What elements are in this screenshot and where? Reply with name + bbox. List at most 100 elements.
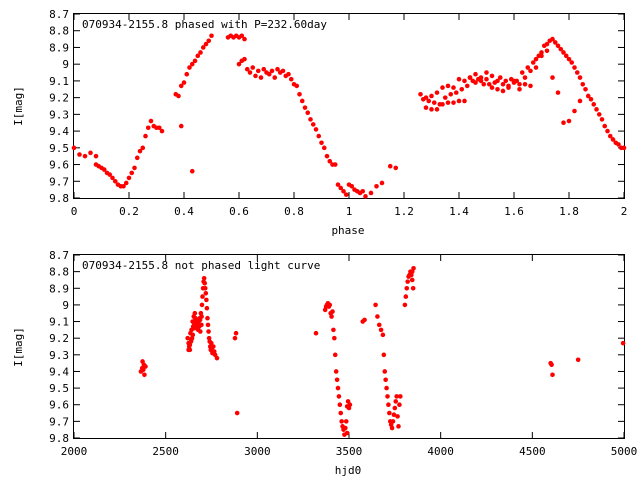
unphased-data-point	[380, 332, 386, 338]
unphased-data-point	[332, 335, 337, 341]
unphased-data-point	[313, 330, 319, 336]
unphased-data-point	[343, 419, 349, 424]
unphased-data-point	[394, 394, 399, 399]
phased-data-point	[456, 98, 462, 104]
unphased-data-point	[192, 310, 198, 316]
phased-data-point	[379, 180, 385, 186]
unphased-data-point	[550, 372, 555, 378]
phased-data-point	[156, 125, 162, 131]
phased-y-tick-label: 9.6	[49, 159, 69, 172]
phased-data-point	[423, 105, 429, 110]
phased-data-point	[530, 60, 536, 65]
phased-data-point	[244, 66, 250, 72]
phased-data-point	[517, 81, 522, 87]
phased-data-point	[134, 155, 140, 161]
phased-data-point	[467, 75, 473, 80]
phased-data-point	[431, 100, 437, 105]
phased-data-point	[302, 105, 308, 110]
unphased-data-point	[402, 302, 408, 308]
phased-data-point	[478, 78, 484, 84]
phased-data-point	[288, 76, 294, 82]
unphased-x-tick-label: 4500	[519, 445, 546, 458]
phased-data-point	[440, 85, 445, 90]
phased-y-tick-label: 9.4	[49, 125, 69, 138]
unphased-data-point	[383, 377, 388, 383]
unphased-data-point	[362, 317, 367, 323]
unphased-data-point	[211, 344, 216, 349]
unphased-data-point	[185, 335, 190, 341]
phased-y-tick-label: 8.7	[49, 8, 69, 21]
phased-data-point	[297, 91, 302, 97]
unphased-data-point	[386, 402, 391, 408]
unphased-data-point	[327, 302, 333, 308]
phased-data-point	[563, 53, 569, 59]
phased-data-point	[374, 183, 379, 189]
phased-data-point	[429, 107, 434, 112]
phased-data-point	[539, 53, 544, 59]
phased-data-point	[486, 81, 492, 87]
phased-data-point	[272, 75, 278, 80]
unphased-light-curve-panel: 2000 2500 3000 3500 4000 4500 5000 8.7 8.8 8.9 9 9.…	[12, 249, 637, 477]
phased-data-point	[181, 80, 187, 85]
phased-data-point	[522, 81, 528, 87]
unphased-x-tick-label: 4000	[427, 445, 454, 458]
phased-data-point	[585, 93, 591, 99]
unphased-data-point	[398, 394, 403, 399]
phased-data-point	[299, 98, 305, 104]
unphased-y-tick-label: 9.2	[49, 332, 69, 345]
phased-data-point	[434, 107, 440, 112]
phased-data-point	[187, 65, 192, 70]
phased-data-point	[594, 107, 599, 112]
phased-data-point	[577, 75, 583, 80]
phased-data-point	[462, 78, 467, 84]
phased-y-tick-label: 9.1	[49, 75, 69, 88]
unphased-y-tick-label: 9.6	[49, 399, 69, 412]
unphased-data-point	[209, 340, 214, 346]
phased-data-point	[506, 83, 511, 89]
phased-x-tick-label: 0.2	[119, 205, 139, 218]
phased-data-point	[528, 68, 533, 74]
phased-data-point	[132, 165, 137, 171]
phased-data-point	[451, 85, 456, 90]
unphased-data-point	[405, 279, 410, 284]
phased-y-tick-label: 9.2	[49, 92, 69, 105]
phased-data-point	[77, 152, 82, 157]
phased-data-point	[511, 78, 517, 84]
phased-y-tick-label: 9.8	[49, 192, 69, 205]
phased-data-point	[434, 90, 440, 95]
phased-data-point	[269, 68, 275, 74]
phased-data-point	[261, 66, 267, 72]
phased-data-point	[349, 183, 355, 189]
phased-data-point	[550, 75, 555, 80]
phased-data-point	[555, 43, 561, 49]
phased-data-point	[533, 65, 539, 70]
phased-x-tick-label: 0.8	[284, 205, 304, 218]
unphased-data-point	[141, 367, 146, 373]
phased-data-point	[242, 36, 247, 42]
unphased-x-tick-label: 3500	[336, 445, 363, 458]
unphased-data-point	[337, 402, 343, 408]
phased-data-point	[137, 148, 143, 154]
phased-data-point	[451, 100, 456, 105]
unphased-data-point	[331, 327, 336, 333]
unphased-y-tick-label: 9.5	[49, 382, 69, 395]
phased-x-tick-label: 1.6	[504, 205, 524, 218]
phased-data-point	[253, 73, 258, 79]
unphased-data-point	[205, 322, 211, 328]
phased-data-point	[522, 75, 528, 80]
unphased-data-point	[378, 327, 384, 333]
unphased-data-point	[404, 285, 410, 291]
phased-data-point	[393, 165, 399, 171]
unphased-data-point	[395, 414, 400, 419]
phased-data-point	[332, 162, 338, 167]
phased-data-point	[239, 33, 245, 39]
phased-data-point	[247, 70, 253, 75]
unphased-data-point	[204, 297, 209, 303]
phased-data-point	[189, 168, 195, 174]
unphased-data-point	[620, 340, 626, 346]
unphased-axis-ticks: 2000 2500 3000 3500 4000 4500 5000 8.7 8.8 8.9 9 9.…	[49, 249, 637, 458]
phased-data-point	[459, 86, 465, 92]
phased-data-point	[484, 76, 489, 82]
phased-data-point	[495, 86, 500, 92]
phased-data-point	[71, 145, 77, 151]
